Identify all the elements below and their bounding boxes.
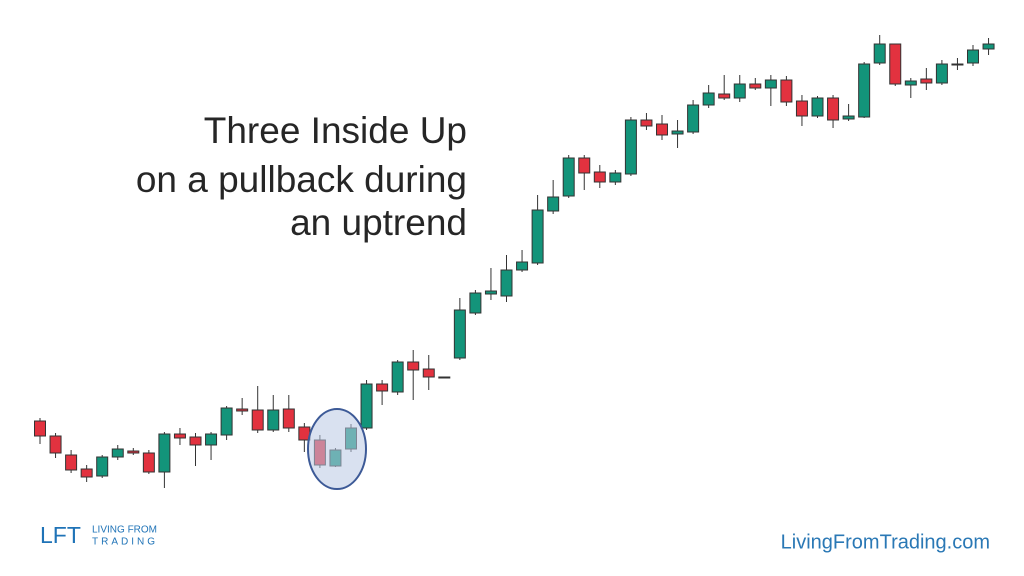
title-line: on a pullback during — [136, 159, 467, 200]
candle-body — [795, 100, 808, 117]
candle-body — [578, 157, 591, 174]
candle-body — [609, 172, 622, 183]
candle-body — [220, 407, 233, 436]
candle-body — [34, 420, 46, 437]
candle-body — [127, 450, 140, 454]
candle-body — [438, 376, 451, 379]
candle-body — [251, 409, 264, 431]
candle-body — [858, 63, 871, 118]
candle-body — [827, 97, 840, 121]
candle-body — [282, 408, 295, 429]
logo-line: TRADING — [92, 537, 158, 548]
candle-body — [500, 269, 513, 297]
candle-body — [718, 93, 731, 99]
candle-body — [236, 408, 249, 412]
candle-body — [671, 130, 684, 135]
candle-body — [873, 43, 886, 64]
candle-body — [842, 115, 855, 120]
candle-body — [391, 361, 404, 393]
candles — [34, 35, 995, 488]
candle-body — [189, 436, 202, 446]
title-line: Three Inside Up — [204, 110, 467, 151]
logo-mark: LFT — [40, 522, 81, 548]
candle-body — [376, 383, 389, 392]
candle-body — [951, 63, 964, 66]
candle-body — [453, 309, 466, 359]
candle-body — [111, 448, 124, 458]
candle-body — [469, 292, 482, 314]
candle-body — [205, 433, 218, 446]
candle-body — [702, 92, 715, 106]
candle-body — [811, 97, 824, 117]
candle-body — [780, 79, 793, 103]
candle-body — [687, 104, 700, 133]
candle-body — [593, 171, 606, 183]
candle-body — [65, 454, 78, 471]
candle-body — [142, 452, 155, 473]
candle-body — [173, 433, 186, 439]
candle-body — [889, 43, 902, 85]
candle-body — [764, 79, 777, 89]
candle-body — [516, 261, 529, 271]
candle-body — [80, 468, 93, 478]
candle-body — [531, 209, 544, 264]
candle-body — [967, 49, 979, 64]
title-line: an uptrend — [290, 202, 467, 243]
candle-body — [49, 435, 62, 454]
candle-body — [158, 433, 171, 473]
candle-body — [360, 383, 373, 429]
highlight-circle — [307, 408, 367, 490]
candle-body — [656, 123, 668, 136]
candle-body — [935, 63, 948, 84]
candle-body — [733, 83, 746, 99]
candle-body — [422, 368, 435, 378]
candle-body — [547, 196, 560, 212]
logo-line: LIVING FROM — [92, 525, 157, 536]
candle-body — [562, 157, 575, 197]
website[interactable]: LivingFromTrading.com — [781, 531, 990, 553]
candle-body — [920, 78, 933, 84]
candle-body — [267, 409, 280, 431]
candle-body — [640, 119, 653, 127]
candle-body — [904, 80, 917, 86]
candle-body — [484, 290, 497, 295]
candle-body — [407, 361, 420, 371]
candle-body — [982, 43, 995, 50]
candle-body — [96, 456, 109, 477]
candle-body — [749, 83, 762, 89]
candle-body — [624, 119, 637, 175]
